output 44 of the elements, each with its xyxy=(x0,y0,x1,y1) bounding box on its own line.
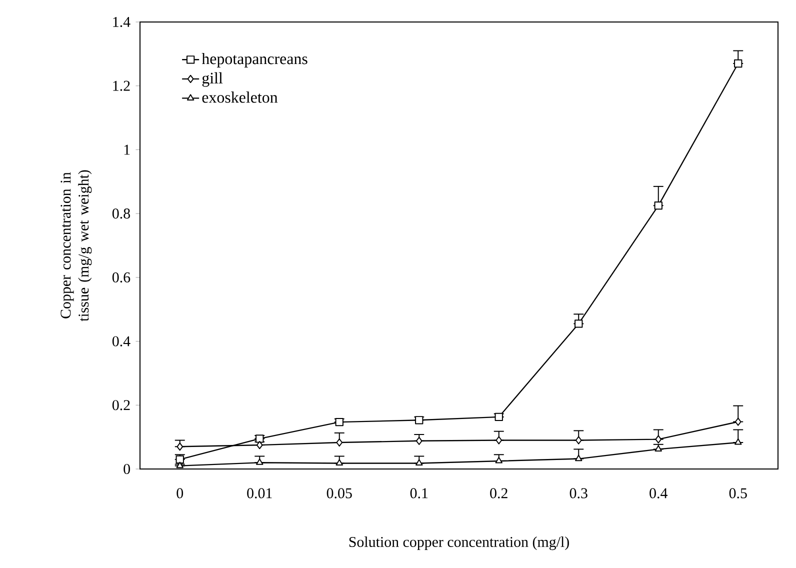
point xyxy=(335,418,344,426)
x-tick-label: 0 xyxy=(176,488,184,498)
point xyxy=(734,418,742,426)
point xyxy=(416,459,423,466)
point xyxy=(256,458,264,465)
x-tick-label: 0.1 xyxy=(410,488,428,498)
point xyxy=(654,445,662,452)
y-tick-label: 1.4 xyxy=(113,16,130,28)
point xyxy=(575,454,582,462)
point xyxy=(416,436,422,445)
point xyxy=(654,202,662,210)
point xyxy=(734,438,742,445)
y-tick-label: 1.2 xyxy=(113,80,130,91)
legend-label: gill xyxy=(202,72,223,87)
point xyxy=(256,440,263,450)
point xyxy=(176,442,184,451)
x-tick-label: 0.01 xyxy=(247,488,272,498)
x-tick-label: 0.3 xyxy=(570,488,588,498)
x-tick-label: 0.05 xyxy=(326,488,352,498)
point xyxy=(336,438,343,447)
y-tick-label: 0.8 xyxy=(112,208,130,219)
legend-label: exoskeleton xyxy=(202,92,278,103)
point xyxy=(655,435,662,444)
point xyxy=(575,436,582,444)
y-tick-label: 1 xyxy=(124,144,130,155)
point xyxy=(734,59,742,68)
point xyxy=(495,456,502,464)
point xyxy=(415,416,424,424)
point xyxy=(336,459,343,466)
x-tick-label: 0.5 xyxy=(729,488,747,498)
point xyxy=(496,436,502,444)
x-axis-title: Solution copper concentration (mg/l) xyxy=(349,536,569,550)
y-axis-title: Copper concentration in tissue (mg/g wet weight) xyxy=(60,170,92,322)
point xyxy=(256,434,264,443)
x-tick-label: 0.2 xyxy=(490,488,508,498)
point xyxy=(494,412,503,422)
point xyxy=(176,462,184,468)
legend-label: hepotapancreans xyxy=(202,52,308,68)
y-tick-label: 0 xyxy=(124,464,130,474)
y-tick-label: 0.4 xyxy=(112,336,130,346)
x-tick-label: 0.4 xyxy=(650,488,668,498)
y-tick-label: 0.2 xyxy=(112,400,130,410)
point xyxy=(574,320,583,328)
y-tick-label: 0.6 xyxy=(112,272,130,283)
